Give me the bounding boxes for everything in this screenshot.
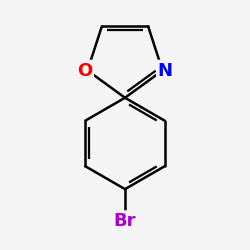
Text: Br: Br (114, 212, 136, 230)
Text: N: N (158, 62, 173, 80)
Text: O: O (77, 62, 92, 80)
